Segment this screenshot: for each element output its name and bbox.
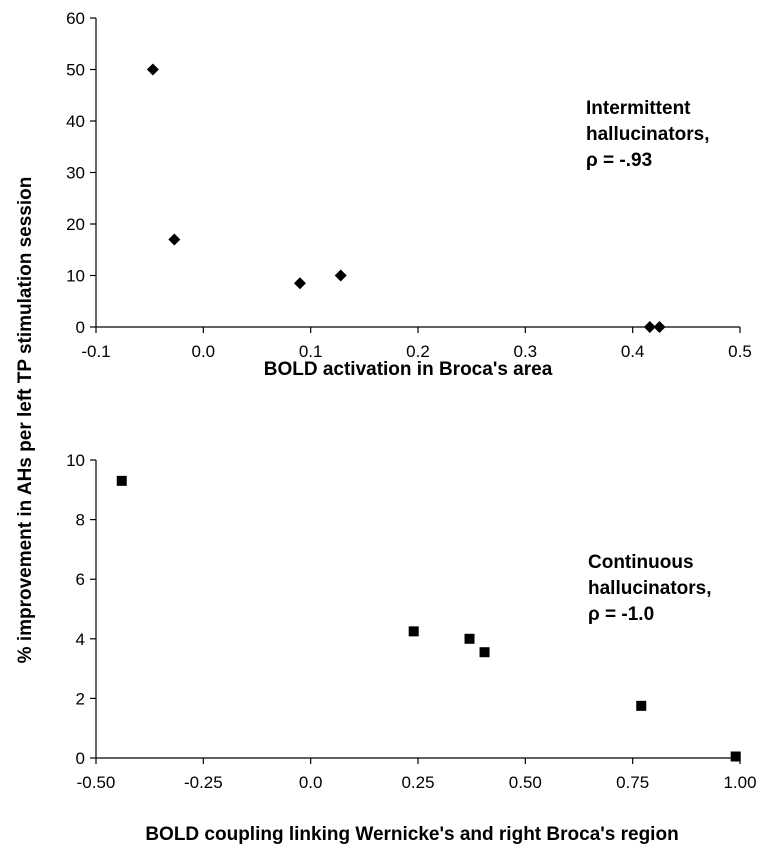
x-axis-label: BOLD activation in Broca's area xyxy=(264,359,553,380)
y-tick-label: 4 xyxy=(76,630,85,649)
y-tick-label: 60 xyxy=(66,9,85,28)
x-tick-label: 0.3 xyxy=(514,342,538,361)
data-point-diamond xyxy=(334,269,347,282)
x-tick-label: 0.2 xyxy=(406,342,430,361)
annotation-line: Intermittent xyxy=(586,98,691,119)
data-point-diamond xyxy=(293,277,306,290)
shared-y-axis-label: % improvement in AHs per left TP stimula… xyxy=(15,177,36,664)
data-point-square xyxy=(479,647,490,658)
data-point-square xyxy=(464,633,475,644)
data-point-diamond xyxy=(643,321,656,333)
x-tick-label: 0.0 xyxy=(299,773,323,792)
y-tick-label: 50 xyxy=(66,61,85,80)
data-point-square xyxy=(116,475,127,486)
data-point-diamond xyxy=(146,63,159,76)
y-tick-label: 8 xyxy=(76,511,85,530)
annotation-line: Continuous xyxy=(588,552,694,573)
annotation-line: ρ = -1.0 xyxy=(588,604,654,625)
x-tick-label: -0.25 xyxy=(184,773,223,792)
data-point-diamond xyxy=(653,321,666,333)
x-tick-label: 0.0 xyxy=(192,342,216,361)
y-tick-label: 0 xyxy=(76,318,85,337)
x-axis-label: BOLD coupling linking Wernicke's and rig… xyxy=(145,824,678,845)
chart-wernicke-coupling: 0 2 4 6 8 10 -0.50 -0.25 0.0 0.25 0.50 0.75 1.00 BOLD… xyxy=(66,451,756,845)
annotation-line: ρ = -.93 xyxy=(586,150,652,171)
data-point-square xyxy=(408,626,419,637)
y-tick-label: 10 xyxy=(66,451,85,470)
x-tick-label: 0.4 xyxy=(621,342,645,361)
chart-broca-activation: 0 10 20 30 40 50 60 -0.1 0.0 0.1 0.2 0.3 0.4 0.5 BOLD … xyxy=(66,9,752,380)
y-tick-label: 2 xyxy=(76,689,85,708)
x-tick-label: 0.75 xyxy=(616,773,649,792)
y-tick-label: 20 xyxy=(66,215,85,234)
data-point-square xyxy=(636,700,647,711)
y-tick-label: 0 xyxy=(76,749,85,768)
annotation-line: hallucinators, xyxy=(586,124,710,145)
x-tick-label: 0.5 xyxy=(728,342,752,361)
x-tick-label: 1.00 xyxy=(723,773,756,792)
x-tick-label: -0.50 xyxy=(77,773,116,792)
data-point-square xyxy=(730,751,741,762)
data-point-diamond xyxy=(168,233,181,246)
y-tick-label: 6 xyxy=(76,570,85,589)
annotation-line: hallucinators, xyxy=(588,578,712,599)
y-tick-label: 40 xyxy=(66,112,85,131)
x-tick-label: -0.1 xyxy=(81,342,110,361)
x-tick-label: 0.1 xyxy=(299,342,323,361)
x-tick-label: 0.25 xyxy=(401,773,434,792)
x-tick-label: 0.50 xyxy=(509,773,542,792)
y-tick-label: 10 xyxy=(66,267,85,286)
y-tick-label: 30 xyxy=(66,164,85,183)
